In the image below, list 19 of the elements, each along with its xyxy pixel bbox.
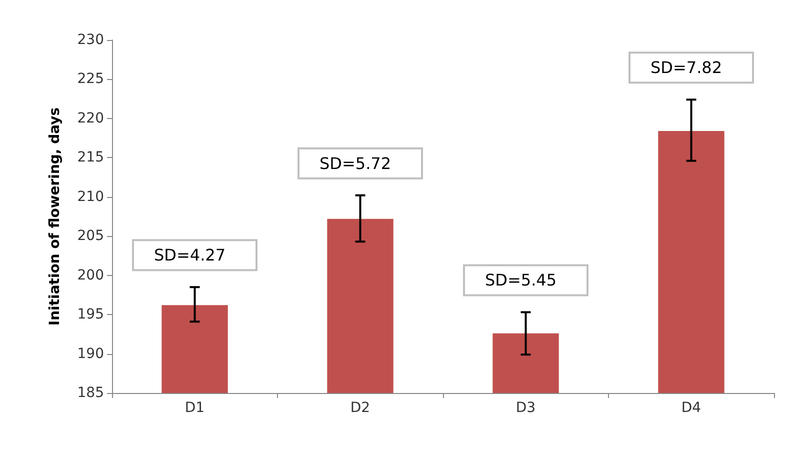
- y-tick-label: 200: [77, 267, 104, 284]
- annotation: SD=5.72: [319, 154, 392, 173]
- y-tick-label: 225: [77, 71, 104, 88]
- y-tick-label: 185: [77, 385, 104, 401]
- annotation: SD=7.82: [650, 58, 722, 78]
- x-tick-label: D3: [516, 400, 536, 416]
- y-axis-title: Initiation of flowering, days: [47, 107, 63, 326]
- x-tick-label: D1: [184, 400, 205, 416]
- y-tick-label: 190: [77, 346, 104, 362]
- y-tick-label: 205: [77, 228, 104, 244]
- x-tick-label: D4: [681, 400, 702, 416]
- y-tick-label: 210: [77, 188, 104, 205]
- annotation: SD=4.27: [154, 246, 226, 265]
- x-tick-label: D2: [350, 400, 370, 416]
- y-tick-label: 195: [77, 306, 104, 323]
- y-tick-label: 215: [77, 150, 104, 166]
- y-tick-label: 230: [77, 32, 104, 48]
- y-tick-label: 220: [77, 110, 104, 126]
- annotation: SD=5.45: [484, 270, 557, 290]
